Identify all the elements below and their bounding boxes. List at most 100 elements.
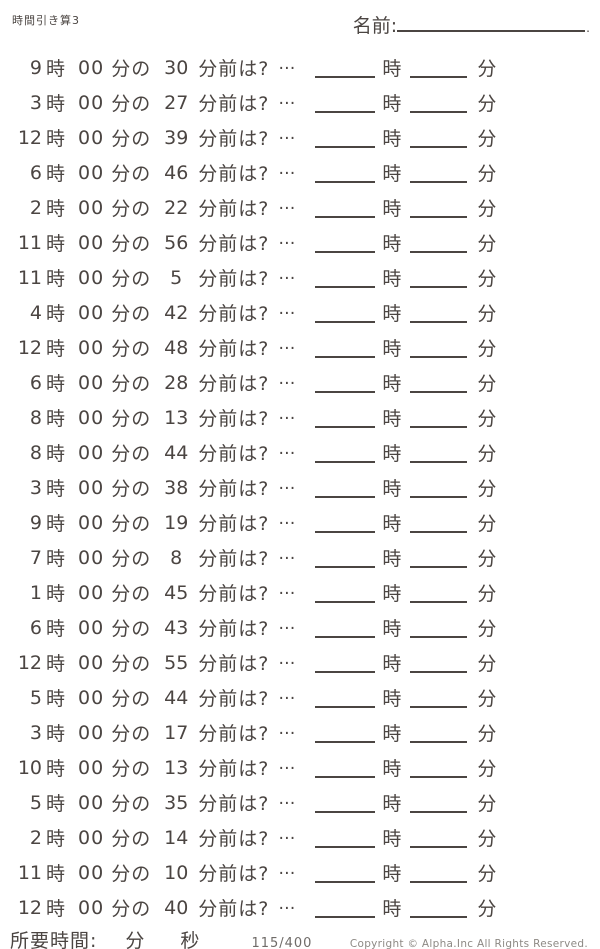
answer-hour-blank (315, 391, 376, 393)
hour-value: 2 (29, 196, 42, 219)
problem-row: 11 時 00 分の 5 分前は? … 時 分 (8, 260, 592, 295)
answer-hour-blank (315, 811, 376, 813)
answer-minute-blank (410, 391, 468, 393)
answer-minute-unit-label: 分 (477, 443, 497, 465)
hour-value: 3 (29, 91, 42, 114)
answer-minute-unit-label: 分 (477, 233, 497, 255)
ellipsis: … (278, 718, 296, 739)
answer-hour-unit-label: 時 (382, 443, 402, 465)
answer-minute-blank (410, 496, 468, 498)
minute-of-label: 分の (111, 758, 152, 780)
minute-value: 00 (78, 861, 105, 884)
minutes-before-label: 分前は? (198, 373, 270, 395)
answer-minute-blank (410, 356, 468, 358)
answer-minute-blank (410, 216, 468, 218)
answer-minute-blank (410, 181, 468, 183)
problem-row: 12 時 00 分の 48 分前は? … 時 分 (8, 330, 592, 365)
minutes-before-label: 分前は? (198, 58, 270, 80)
answer-hour-unit-label: 時 (382, 58, 402, 80)
answer-hour-unit-label: 時 (382, 548, 402, 570)
subtract-value: 46 (164, 161, 189, 184)
problem-row: 11 時 00 分の 56 分前は? … 時 分 (8, 225, 592, 260)
minute-value: 00 (78, 56, 105, 79)
hour-unit-label: 時 (46, 653, 66, 675)
name-field: 名前:. (353, 10, 590, 38)
subtract-value: 28 (164, 371, 189, 394)
minute-of-label: 分の (111, 443, 152, 465)
answer-minute-unit-label: 分 (477, 898, 497, 920)
answer-hour-blank (315, 321, 376, 323)
minute-value: 00 (78, 406, 105, 429)
subtract-value: 5 (170, 266, 183, 289)
minute-value: 00 (78, 371, 105, 394)
problem-row: 4 時 00 分の 42 分前は? … 時 分 (8, 295, 592, 330)
hour-unit-label: 時 (46, 828, 66, 850)
subtract-value: 40 (164, 896, 189, 919)
answer-minute-blank (410, 426, 468, 428)
problem-row: 6 時 00 分の 46 分前は? … 時 分 (8, 155, 592, 190)
copyright-text: Copyright © Alpha.Inc All Rights Reserve… (349, 938, 588, 949)
problem-row: 11 時 00 分の 10 分前は? … 時 分 (8, 855, 592, 890)
answer-hour-unit-label: 時 (382, 408, 402, 430)
problem-row: 1 時 00 分の 45 分前は? … 時 分 (8, 575, 592, 610)
answer-minute-blank (410, 916, 468, 918)
minute-value: 00 (78, 231, 105, 254)
minute-of-label: 分の (111, 828, 152, 850)
problem-row: 12 時 00 分の 39 分前は? … 時 分 (8, 120, 592, 155)
answer-minute-unit-label: 分 (477, 93, 497, 115)
ellipsis: … (278, 298, 296, 319)
answer-hour-blank (315, 566, 376, 568)
hour-unit-label: 時 (46, 373, 66, 395)
answer-hour-blank (315, 776, 376, 778)
answer-minute-blank (410, 811, 468, 813)
answer-minute-blank (410, 846, 468, 848)
answer-hour-blank (315, 741, 376, 743)
hour-value: 7 (29, 546, 42, 569)
answer-minute-unit-label: 分 (477, 548, 497, 570)
answer-minute-unit-label: 分 (477, 478, 497, 500)
minute-of-label: 分の (111, 548, 152, 570)
answer-hour-unit-label: 時 (382, 198, 402, 220)
problem-row: 6 時 00 分の 28 分前は? … 時 分 (8, 365, 592, 400)
answer-hour-unit-label: 時 (382, 93, 402, 115)
minute-of-label: 分の (111, 793, 152, 815)
hour-value: 6 (29, 616, 42, 639)
problem-row: 3 時 00 分の 27 分前は? … 時 分 (8, 85, 592, 120)
answer-minute-blank (410, 286, 468, 288)
minute-of-label: 分の (111, 653, 152, 675)
answer-hour-unit-label: 時 (382, 863, 402, 885)
hour-value: 9 (29, 56, 42, 79)
ellipsis: … (278, 368, 296, 389)
answer-hour-blank (315, 146, 376, 148)
hour-unit-label: 時 (46, 93, 66, 115)
elapsed-minute-unit-label: 分 (125, 930, 145, 949)
ellipsis: … (278, 193, 296, 214)
answer-minute-blank (410, 671, 468, 673)
answer-hour-blank (315, 601, 376, 603)
hour-value: 6 (29, 371, 42, 394)
minute-value: 00 (78, 686, 105, 709)
ellipsis: … (278, 403, 296, 424)
hour-value: 11 (17, 861, 42, 884)
minute-of-label: 分の (111, 408, 152, 430)
answer-hour-blank (315, 461, 376, 463)
answer-hour-unit-label: 時 (382, 688, 402, 710)
subtract-value: 48 (164, 336, 189, 359)
answer-hour-blank (315, 216, 376, 218)
hour-unit-label: 時 (46, 758, 66, 780)
ellipsis: … (278, 543, 296, 564)
ellipsis: … (278, 333, 296, 354)
problem-row: 7 時 00 分の 8 分前は? … 時 分 (8, 540, 592, 575)
answer-minute-unit-label: 分 (477, 653, 497, 675)
ellipsis: … (278, 683, 296, 704)
answer-minute-blank (410, 566, 468, 568)
problem-row: 2 時 00 分の 22 分前は? … 時 分 (8, 190, 592, 225)
hour-unit-label: 時 (46, 723, 66, 745)
answer-minute-blank (410, 461, 468, 463)
subtract-value: 38 (164, 476, 189, 499)
answer-minute-unit-label: 分 (477, 373, 497, 395)
hour-unit-label: 時 (46, 408, 66, 430)
minute-value: 00 (78, 126, 105, 149)
hour-unit-label: 時 (46, 303, 66, 325)
minute-of-label: 分の (111, 863, 152, 885)
